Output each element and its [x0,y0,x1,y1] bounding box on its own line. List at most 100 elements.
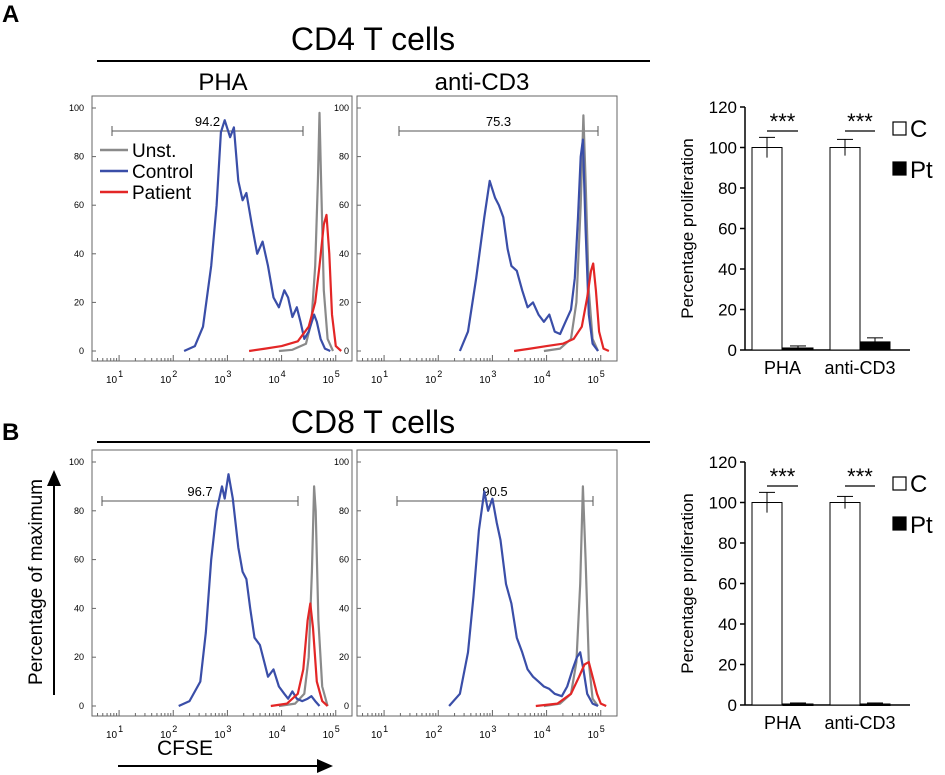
y-tick-label: 80 [339,152,349,162]
x-tick-exponent: 2 [437,724,442,734]
bar-y-tick-label: 0 [728,341,737,360]
bar-y-tick-label: 60 [718,220,737,239]
y-tick-label: 80 [74,506,84,516]
x-tick-exponent: 1 [118,369,123,379]
gate-label: 94.2 [195,114,220,129]
x-tick-label: 10 [533,375,545,386]
bar-category-label: anti-CD3 [824,713,895,733]
panel-b-title: CD8 T cells [291,404,455,440]
curve-unst [278,111,335,353]
panel-letter-a: A [2,1,19,28]
y-tick-label: 20 [74,652,84,662]
y-tick-label: 20 [339,297,349,307]
y-tick-label: 80 [74,152,84,162]
y-tick-label: 80 [339,506,349,516]
x-tick-exponent: 4 [546,369,551,379]
y-tick-label: 40 [74,249,84,259]
bar-y-tick-label: 100 [709,494,737,513]
bar-category-label: anti-CD3 [824,358,895,378]
x-tick-exponent: 4 [546,724,551,734]
hist-a1-condition: PHA [198,69,247,96]
y-tick-label: 60 [74,555,84,565]
bar-c [751,147,783,351]
x-tick-label: 10 [106,375,118,386]
x-tick-label: 10 [533,730,545,741]
x-tick-label: 10 [160,730,172,741]
curve-patient [270,602,329,708]
y-tick-label: 100 [334,103,349,113]
x-tick-exponent: 5 [335,724,340,734]
bar-category-label: PHA [764,713,801,733]
legend-pt-label: Pt [910,157,933,184]
x-tick-exponent: 4 [281,724,286,734]
y-tick-label: 20 [74,297,84,307]
x-tick-exponent: 2 [172,724,177,734]
y-axis-arrow: Percentage of maximum [26,470,61,695]
x-tick-exponent: 1 [383,724,388,734]
x-tick-label: 10 [323,375,335,386]
significance-stars: *** [847,464,873,489]
curve-control [178,473,321,708]
curve-control [458,138,599,352]
significance-stars: *** [770,109,796,134]
bar-ylabel: Percentage proliferation [678,493,697,674]
bar-chart-cd4: 0 20 40 60 80 100 120 Percentage proliferation *… [678,98,933,378]
curve-unst [278,485,329,708]
y-tick-label: 60 [339,555,349,565]
x-tick-label: 10 [371,375,383,386]
x-axis-arrow: CFSE [118,737,333,773]
legend-pt-swatch [892,161,907,176]
y-axis-arrow-head [47,470,61,486]
x-tick-exponent: 2 [437,369,442,379]
curve-patient [513,262,610,353]
y-tick-label: 40 [74,603,84,613]
x-tick-label: 10 [214,730,226,741]
significance-stars: *** [847,109,873,134]
bar-y-tick-label: 40 [718,260,737,279]
bar-category-label: PHA [764,358,801,378]
bar-y-tick-label: 60 [718,575,737,594]
gate-label: 90.5 [482,484,507,499]
panel-a-title: CD4 T cells [291,21,455,57]
bar-c [829,502,861,706]
bar-y-tick-label: 100 [709,139,737,158]
bar-chart-cd8: 0 20 40 60 80 100 120 Percentage proliferation *… [678,453,933,733]
panel-letter-b: B [2,419,19,446]
x-tick-label: 10 [106,730,118,741]
y-tick-label: 100 [69,103,84,113]
y-tick-label: 100 [334,457,349,467]
bar-c [829,147,861,351]
legend-c-label: C [910,116,927,143]
gate-label: 75.3 [486,114,511,129]
curve-patient [535,661,607,708]
bar-ylabel: Percentage proliferation [678,138,697,319]
legend-unst-label: Unst. [132,141,176,162]
x-tick-exponent: 5 [600,724,605,734]
y-tick-label: 40 [339,249,349,259]
y-tick-label: 0 [79,346,84,356]
x-tick-label: 10 [588,730,600,741]
significance-stars: *** [770,464,796,489]
curve-patient [248,213,342,353]
hist-a2-condition: anti-CD3 [435,69,530,96]
bar-y-tick-label: 120 [709,98,737,117]
x-tick-exponent: 4 [281,369,286,379]
gate-label: 96.7 [187,484,212,499]
legend-pt-label: Pt [910,512,933,539]
x-tick-exponent: 3 [226,724,231,734]
x-tick-label: 10 [588,375,600,386]
legend-c-swatch [892,121,907,136]
y-tick-label: 0 [344,701,349,711]
x-tick-exponent: 3 [491,724,496,734]
bar-y-tick-label: 20 [718,301,737,320]
x-tick-label: 10 [479,730,491,741]
x-tick-label: 10 [425,375,437,386]
bar-y-tick-label: 0 [728,696,737,715]
legend-control-label: Control [132,162,193,183]
x-tick-label: 10 [268,375,280,386]
bar-y-tick-label: 80 [718,534,737,553]
